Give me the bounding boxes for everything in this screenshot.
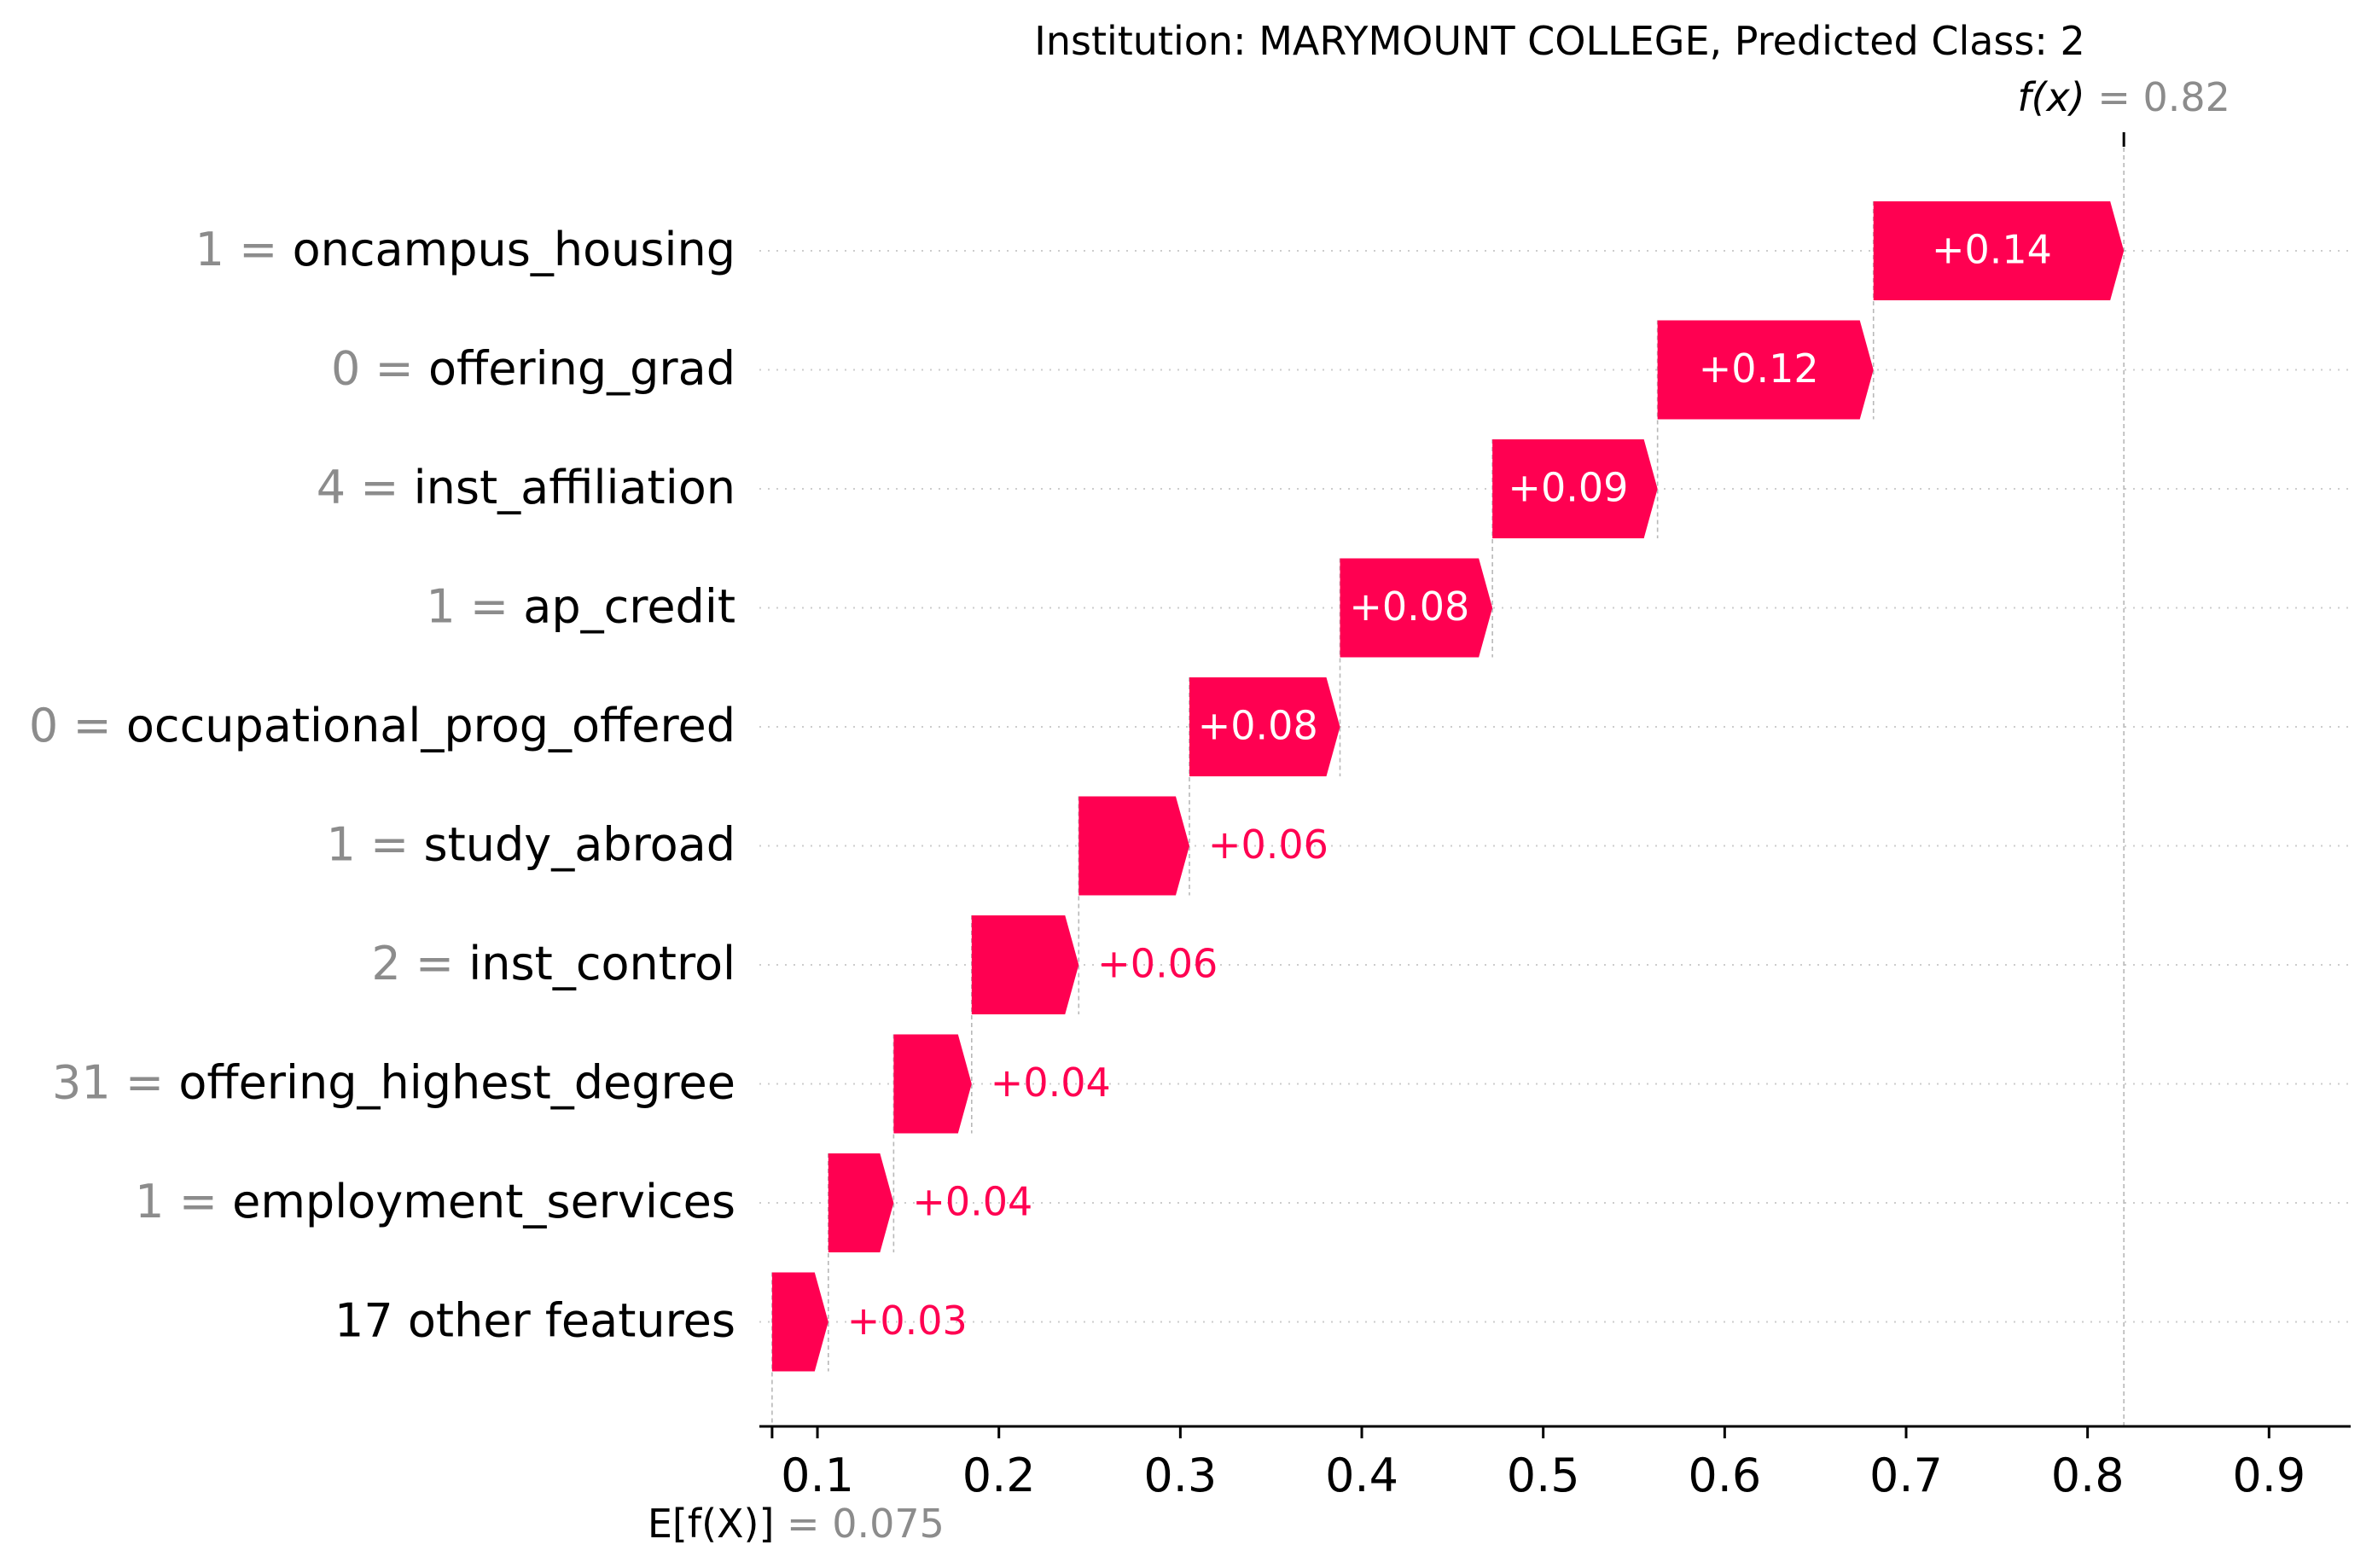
feature-name: offering_grad (428, 341, 735, 395)
feature-name: occupational_prog_offered (126, 699, 735, 752)
feature-label: 4 = inst_affiliation (317, 461, 735, 514)
chart-title: Institution: MARYMOUNT COLLEGE, Predicte… (1034, 18, 2084, 64)
contribution-label: +0.08 (1349, 584, 1469, 630)
x-tick-label: 0.8 (2051, 1449, 2125, 1502)
contribution-bar (1340, 558, 1493, 658)
contribution-label: +0.03 (847, 1298, 968, 1344)
value-annotations: f(x) = 0.82 E[f(X)] = 0.075 (648, 74, 2230, 1547)
x-tick-label: 0.1 (781, 1449, 854, 1502)
feature-value: 0 = (331, 341, 428, 395)
output-symbol: f(x) (2017, 74, 2084, 120)
contribution-bar (828, 1153, 894, 1252)
base-value-annotation: E[f(X)] = 0.075 (648, 1501, 945, 1547)
feature-label: 1 = employment_services (135, 1175, 735, 1228)
feature-name: inst_affiliation (414, 461, 735, 514)
feature-value: 1 = (426, 579, 523, 633)
feature-name: ap_credit (523, 579, 735, 633)
contribution-bar (1189, 677, 1340, 776)
contribution-bar (893, 1034, 972, 1134)
feature-name: study_abroad (423, 817, 735, 871)
contribution-label: +0.04 (991, 1060, 1111, 1106)
x-tick-label: 0.9 (2232, 1449, 2305, 1502)
feature-name: employment_services (232, 1175, 735, 1228)
x-tick-label: 0.6 (1688, 1449, 1761, 1502)
feature-label: 2 = inst_control (371, 937, 735, 990)
contribution-label: +0.06 (1097, 941, 1218, 987)
contribution-bar (771, 1272, 828, 1372)
feature-value: 1 = (327, 817, 424, 871)
output-value-annotation: f(x) = 0.82 (2017, 74, 2230, 120)
contribution-bar (1492, 439, 1658, 538)
contribution-label: +0.12 (1699, 346, 1819, 392)
x-tick-label: 0.5 (1507, 1449, 1580, 1502)
feature-labels: 1 = oncampus_housing 0 = offering_grad 4 =… (29, 223, 735, 1348)
feature-value: 2 = (371, 937, 468, 990)
feature-value: 0 = (29, 699, 126, 752)
contribution-bar (1657, 320, 1874, 420)
contribution-bar (971, 915, 1079, 1014)
feature-name: offering_highest_degree (178, 1055, 735, 1109)
feature-value: 4 = (317, 461, 414, 514)
feature-label: 0 = offering_grad (331, 341, 735, 395)
feature-value: 31 = (52, 1055, 178, 1109)
x-tick-label: 0.4 (1325, 1449, 1398, 1502)
contribution-label: +0.08 (1198, 703, 1318, 749)
row-gridlines (759, 250, 2351, 1323)
contribution-label: +0.04 (912, 1179, 1032, 1225)
x-tick-label: 0.3 (1143, 1449, 1217, 1502)
x-axis: 0.1 0.2 0.3 0.4 0.5 0.6 0.7 0.8 0.9 (759, 1425, 2351, 1502)
feature-label: 17 other features (334, 1293, 735, 1347)
feature-value: 1 = (135, 1175, 232, 1228)
feature-label: 1 = ap_credit (426, 579, 735, 633)
contribution-bars: +0.14 +0.12 +0.09 +0.08 +0.08 +0.06 +0.06 +0.04… (771, 201, 2125, 1372)
feature-label: 31 = offering_highest_degree (52, 1055, 735, 1109)
x-tick-label: 0.2 (962, 1449, 1036, 1502)
contribution-bar (1078, 796, 1189, 896)
contribution-label: +0.09 (1508, 465, 1628, 511)
base-value: = 0.075 (774, 1501, 944, 1547)
feature-name: 17 other features (334, 1293, 735, 1347)
output-value: = 0.82 (2085, 74, 2230, 120)
feature-name: inst_control (468, 937, 735, 990)
feature-label: 0 = occupational_prog_offered (29, 699, 735, 752)
feature-label: 1 = study_abroad (327, 817, 736, 871)
feature-value: 1 = (195, 223, 293, 276)
base-symbol: E[f(X)] (648, 1501, 775, 1547)
contribution-label: +0.06 (1208, 822, 1328, 868)
feature-name: oncampus_housing (293, 223, 735, 276)
feature-label: 1 = oncampus_housing (195, 223, 735, 276)
contribution-bar (1873, 201, 2125, 300)
x-tick-label: 0.7 (1869, 1449, 1943, 1502)
contribution-label: +0.14 (1932, 227, 2052, 273)
connector-lines (771, 132, 2125, 1426)
